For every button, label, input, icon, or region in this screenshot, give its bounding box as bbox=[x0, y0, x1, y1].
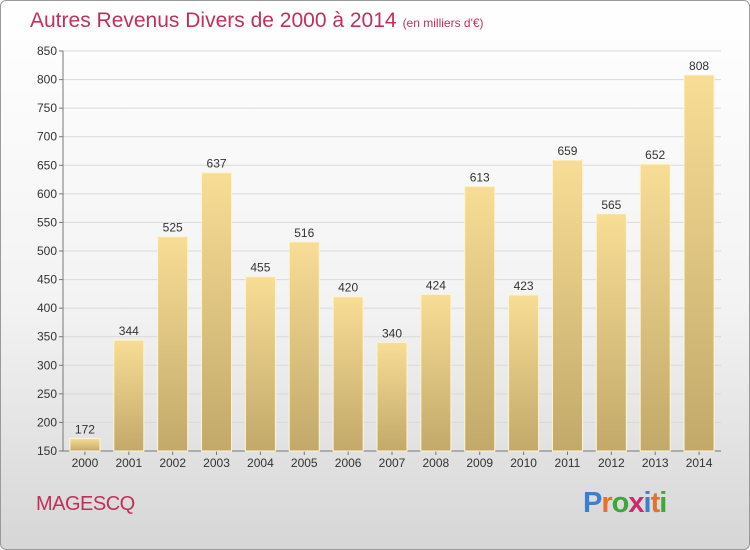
data-label: 424 bbox=[426, 278, 446, 292]
x-tick-label: 2011 bbox=[555, 456, 581, 470]
y-tick-label: 700 bbox=[37, 130, 57, 144]
data-label: 344 bbox=[119, 324, 139, 338]
bar bbox=[508, 294, 540, 452]
bar bbox=[332, 296, 364, 452]
data-label: 659 bbox=[557, 144, 577, 158]
x-tick-label: 2004 bbox=[247, 456, 274, 470]
y-tick-label: 800 bbox=[37, 73, 57, 87]
bar bbox=[683, 74, 715, 452]
logo-letter: x bbox=[628, 487, 644, 519]
x-tick-label: 2003 bbox=[203, 456, 230, 470]
logo-letter: o bbox=[611, 487, 630, 519]
bar bbox=[244, 276, 276, 452]
y-tick-label: 500 bbox=[37, 244, 57, 258]
logo-letter: t bbox=[650, 487, 661, 519]
bar bbox=[551, 159, 583, 452]
data-label: 340 bbox=[382, 326, 402, 340]
chart-unit: (en milliers d'€) bbox=[402, 16, 484, 30]
data-label: 423 bbox=[514, 279, 534, 293]
data-label: 652 bbox=[645, 148, 665, 162]
chart-title: Autres Revenus Divers de 2000 à 2014 (en … bbox=[30, 9, 484, 33]
data-label: 613 bbox=[470, 170, 490, 184]
y-tick-label: 600 bbox=[37, 187, 57, 201]
x-tick-label: 2008 bbox=[423, 456, 450, 470]
y-tick-label: 750 bbox=[37, 101, 57, 115]
x-tick-label: 2012 bbox=[598, 456, 625, 470]
bar bbox=[639, 163, 671, 452]
bar bbox=[595, 213, 627, 452]
data-label: 565 bbox=[601, 198, 621, 212]
data-label: 637 bbox=[207, 157, 227, 171]
x-tick-label: 2014 bbox=[686, 456, 713, 470]
y-tick-label: 200 bbox=[37, 415, 57, 429]
bar bbox=[420, 293, 452, 452]
x-tick-label: 2005 bbox=[291, 456, 318, 470]
data-label: 525 bbox=[163, 221, 183, 235]
x-tick-label: 2007 bbox=[379, 456, 406, 470]
bar bbox=[376, 341, 408, 452]
data-label: 172 bbox=[75, 422, 95, 436]
y-tick-label: 300 bbox=[37, 358, 57, 372]
y-tick-label: 850 bbox=[37, 44, 57, 58]
x-tick-label: 2001 bbox=[115, 456, 142, 470]
x-tick-label: 2013 bbox=[642, 456, 669, 470]
bar bbox=[157, 236, 189, 452]
bar bbox=[201, 172, 233, 452]
x-tick-label: 2006 bbox=[335, 456, 362, 470]
data-label: 455 bbox=[250, 261, 270, 275]
x-tick-label: 2009 bbox=[466, 456, 493, 470]
y-tick-label: 550 bbox=[37, 215, 57, 229]
y-tick-label: 650 bbox=[37, 158, 57, 172]
bar bbox=[113, 339, 145, 452]
logo-letter: i bbox=[643, 487, 652, 519]
chart-title-text: Autres Revenus Divers de 2000 à 2014 bbox=[30, 9, 397, 32]
proxiti-logo: Proxiti bbox=[583, 487, 667, 520]
bar bbox=[69, 437, 101, 452]
x-tick-label: 2000 bbox=[72, 456, 99, 470]
bar bbox=[288, 241, 320, 452]
bar bbox=[464, 185, 496, 452]
data-label: 420 bbox=[338, 281, 358, 295]
logo-letter: i bbox=[659, 487, 667, 519]
y-tick-label: 250 bbox=[37, 387, 57, 401]
y-tick-label: 350 bbox=[37, 330, 57, 344]
logo-letter: P bbox=[583, 487, 602, 519]
x-tick-label: 2002 bbox=[159, 456, 186, 470]
logo-letter: r bbox=[601, 487, 612, 519]
y-tick-label: 150 bbox=[37, 444, 57, 458]
data-label: 808 bbox=[689, 59, 709, 73]
y-tick-label: 400 bbox=[37, 301, 57, 315]
data-label: 516 bbox=[294, 226, 314, 240]
x-tick-label: 2010 bbox=[510, 456, 537, 470]
y-tick-label: 450 bbox=[37, 273, 57, 287]
commune-name: MAGESCQ bbox=[36, 493, 135, 515]
